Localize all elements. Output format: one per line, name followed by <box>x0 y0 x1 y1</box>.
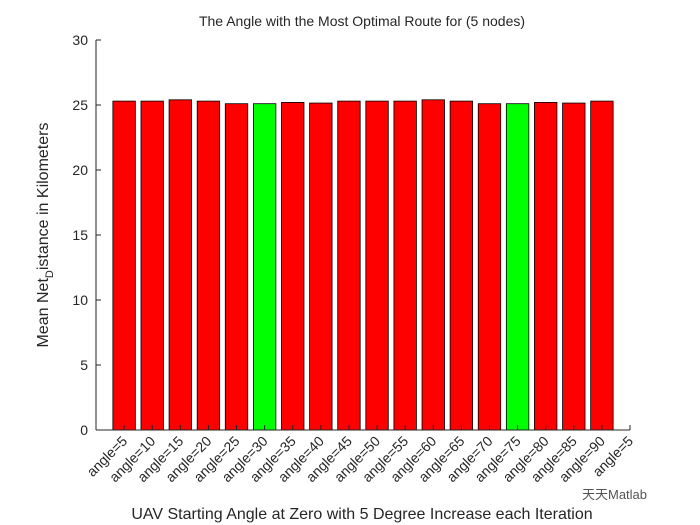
y-tick-label: 30 <box>72 32 88 48</box>
bar <box>252 103 277 431</box>
bar <box>337 100 361 431</box>
y-tick-label: 0 <box>80 422 88 438</box>
y-tick-label: 20 <box>72 162 88 178</box>
y-label-part: istance in Kilometers <box>35 123 52 271</box>
bar <box>196 100 221 431</box>
y-tick-label: 10 <box>72 292 88 308</box>
y-axis-label: Mean NetDistance in Kilometers <box>35 123 56 348</box>
y-label-subscript: D <box>44 270 56 278</box>
bar <box>365 100 389 431</box>
bar <box>309 102 333 431</box>
bar <box>505 103 530 431</box>
watermark: 天天Matlab <box>582 487 647 502</box>
bar <box>562 102 586 431</box>
bar <box>393 100 417 431</box>
bar <box>224 103 249 431</box>
bar <box>421 99 445 431</box>
bar <box>140 100 164 431</box>
x-axis-label: UAV Starting Angle at Zero with 5 Degree… <box>131 506 592 523</box>
y-tick-label: 5 <box>80 357 88 373</box>
bar <box>112 100 136 431</box>
bar <box>281 102 305 431</box>
y-label-part: Mean Net <box>35 278 52 348</box>
bar <box>534 102 558 431</box>
chart-title: The Angle with the Most Optimal Route fo… <box>199 13 525 29</box>
bar <box>590 100 614 431</box>
bar <box>449 100 474 431</box>
y-tick-label: 25 <box>72 97 88 113</box>
y-tick-label: 15 <box>72 227 88 243</box>
bar <box>168 99 192 431</box>
bar <box>477 103 502 431</box>
